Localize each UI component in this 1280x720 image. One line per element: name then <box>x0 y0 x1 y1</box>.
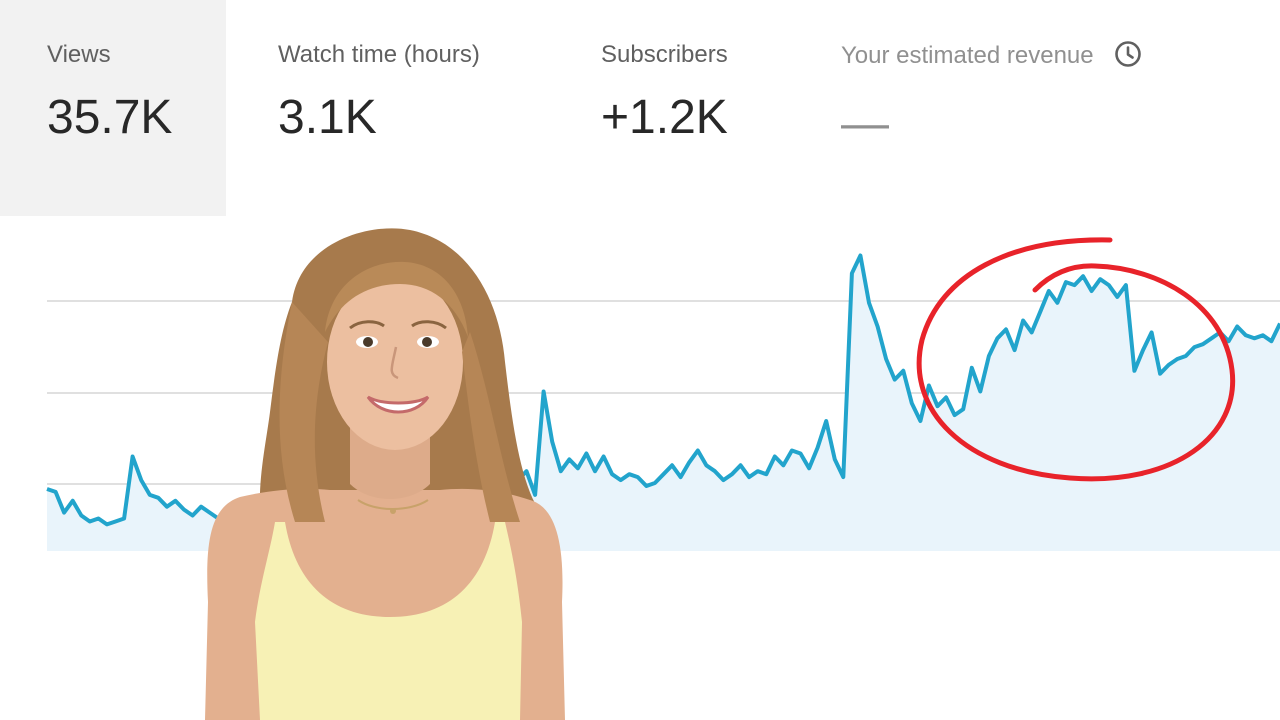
annotation-circle <box>916 237 1236 482</box>
chart-area-fill <box>47 255 1280 551</box>
subscribers-label: Subscribers <box>601 41 728 68</box>
watch-time-label: Watch time (hours) <box>278 41 480 68</box>
tab-views[interactable]: Views 35.7K <box>0 0 226 216</box>
clock-icon[interactable] <box>1114 40 1142 76</box>
tab-subscribers[interactable]: Subscribers +1.2K <box>601 0 821 216</box>
watch-time-value: 3.1K <box>278 91 377 144</box>
views-label: Views <box>47 41 111 68</box>
views-line-chart <box>46 237 1280 551</box>
revenue-label-row: Your estimated revenue <box>841 40 1201 76</box>
revenue-label: Your estimated revenue <box>841 42 1094 69</box>
tab-watch-time[interactable]: Watch time (hours) 3.1K <box>278 0 578 216</box>
tab-revenue[interactable]: Your estimated revenue — <box>841 0 1201 216</box>
views-value: 35.7K <box>47 91 173 144</box>
presenter-photo <box>205 228 565 720</box>
revenue-value: — <box>841 97 889 150</box>
subscribers-value: +1.2K <box>601 91 728 144</box>
